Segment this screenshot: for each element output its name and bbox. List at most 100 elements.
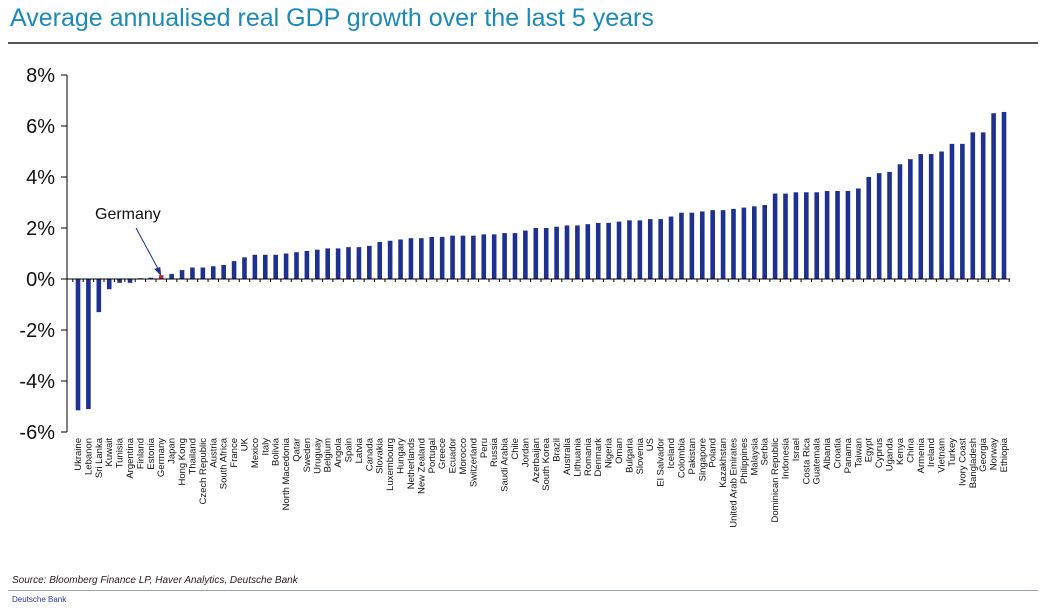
bar-russia <box>491 234 497 279</box>
x-tick-label: Australia <box>562 437 573 475</box>
x-tick-label: Costa Rica <box>801 437 812 484</box>
x-tick-label: Slovakia <box>375 437 386 474</box>
annotation-label: Germany <box>95 206 161 223</box>
x-tick-label: El Salvador <box>656 438 667 487</box>
bar-nigeria <box>606 222 611 279</box>
x-tick-label: Greece <box>437 438 448 469</box>
x-tick-label: Canada <box>364 437 375 471</box>
x-tick-label: South Korea <box>541 437 552 491</box>
bar-france <box>231 261 237 279</box>
bar-ethiopia <box>1001 111 1007 279</box>
x-tick-label: Malaysia <box>749 437 760 475</box>
bar-iceland <box>668 216 674 279</box>
bar-estonia <box>148 277 154 279</box>
bar-ireland <box>928 154 934 279</box>
x-tick-label: Qatar <box>291 438 302 462</box>
bar-philippines <box>741 207 747 279</box>
x-tick-label: Uganda <box>885 437 896 471</box>
x-tick-label: China <box>905 437 916 463</box>
bar-armenia <box>918 154 924 279</box>
x-tick-label: Belgium <box>323 438 334 472</box>
x-tick-label: Russia <box>489 437 500 467</box>
x-tick-label: Indonesia <box>781 437 792 479</box>
x-tick-label: Peru <box>479 438 490 458</box>
bar-belgium <box>325 248 331 279</box>
x-tick-label: Lithuania <box>572 437 583 476</box>
bar-poland <box>710 210 715 279</box>
x-tick-label: Armenia <box>916 437 927 473</box>
bar-italy <box>262 254 268 279</box>
x-tick-label: UK <box>239 437 250 451</box>
bar-egypt <box>866 177 872 279</box>
x-tick-label: Estonia <box>146 437 157 469</box>
bar-south-africa <box>221 264 226 279</box>
y-axis: -6% -4% -2% 0% 2% 4% 6% 8% <box>19 65 68 444</box>
y-tick-label: -4% <box>19 371 55 393</box>
bar-saudi-arabia <box>502 233 507 279</box>
bar-norway <box>991 113 996 279</box>
brand-label: Deutsche Bank <box>12 595 67 604</box>
bar-new-zealand <box>419 238 424 279</box>
x-tick-label: North Macedonia <box>281 437 292 510</box>
x-tick-label: Uruguay <box>312 438 323 474</box>
source-note: Source: Bloomberg Finance LP, Haver Anal… <box>12 575 298 586</box>
bar-malaysia <box>751 206 757 279</box>
x-tick-label: Norway <box>989 438 1000 470</box>
bar-serbia <box>762 205 767 279</box>
annotation-arrowhead-icon <box>154 267 162 276</box>
y-tick-label: 8% <box>26 65 55 87</box>
x-tick-label: Romania <box>583 437 594 476</box>
bar-indonesia <box>783 193 788 279</box>
bar-bolivia <box>273 254 278 279</box>
x-tick-label: Brazil <box>552 438 563 462</box>
bar-romania <box>585 224 591 279</box>
bar-chile <box>512 233 518 279</box>
x-tick-labels: Ukraine Lebanon Sri Lanka Kuwait Tunisia Arge… <box>73 437 1010 527</box>
x-tick-label: Panama <box>843 437 854 473</box>
x-tick-label: Pakistan <box>687 438 698 474</box>
bar-slovakia <box>377 242 383 279</box>
x-tick-label: Saudi Arabia <box>500 437 511 492</box>
y-tick-label: 4% <box>26 167 55 189</box>
bar-singapore <box>699 211 705 279</box>
bar-canada <box>367 245 372 279</box>
x-tick-label: Chile <box>510 438 521 460</box>
x-tick-label: Switzerland <box>468 438 479 487</box>
x-tick-label: Philippines <box>739 438 750 484</box>
bar-bulgaria <box>627 220 632 279</box>
x-tick-label: Guatemala <box>812 437 823 484</box>
x-tick-label: Georgia <box>978 437 989 472</box>
bar-jordan <box>523 230 528 279</box>
bar-morocco <box>460 235 466 279</box>
bar-uk <box>242 257 247 279</box>
x-tick-label: Kenya <box>895 437 906 465</box>
y-tick-label: 6% <box>26 116 55 138</box>
x-tick-label: Latvia <box>354 437 365 463</box>
bar-hungary <box>398 239 403 279</box>
x-tick-label: Egypt <box>864 438 875 463</box>
bar-georgia <box>980 132 986 279</box>
x-tick-label: Kuwait <box>104 438 115 467</box>
x-tick-label: Slovenia <box>635 437 646 474</box>
bar-israel <box>793 192 799 279</box>
x-tick-label: Azerbaijan <box>531 438 542 483</box>
bar-angola <box>335 248 341 279</box>
x-tick-label: Colombia <box>676 437 687 478</box>
bar-germany <box>158 275 164 279</box>
bar-chart: -6% -4% -2% 0% 2% 4% 6% 8% Ukraine Lebanon Sri La… <box>19 65 1010 528</box>
x-tick-label: Ukraine <box>73 438 84 471</box>
x-axis <box>67 278 1010 282</box>
bar-netherlands <box>408 238 414 279</box>
x-tick-label: Bolivia <box>271 437 282 466</box>
x-tick-label: South Africa <box>219 437 230 489</box>
bar-australia <box>564 225 570 279</box>
bar-taiwan <box>856 188 861 279</box>
x-tick-label: Morocco <box>458 438 469 474</box>
bar-azerbaijan <box>533 228 539 279</box>
x-tick-label: Ivory Coast <box>957 438 968 486</box>
annotation: Germany <box>95 206 162 276</box>
x-tick-label: Ireland <box>926 438 937 467</box>
bar-oman <box>616 221 622 279</box>
x-tick-label: Denmark <box>593 438 604 477</box>
x-tick-label: Taiwan <box>853 438 864 468</box>
